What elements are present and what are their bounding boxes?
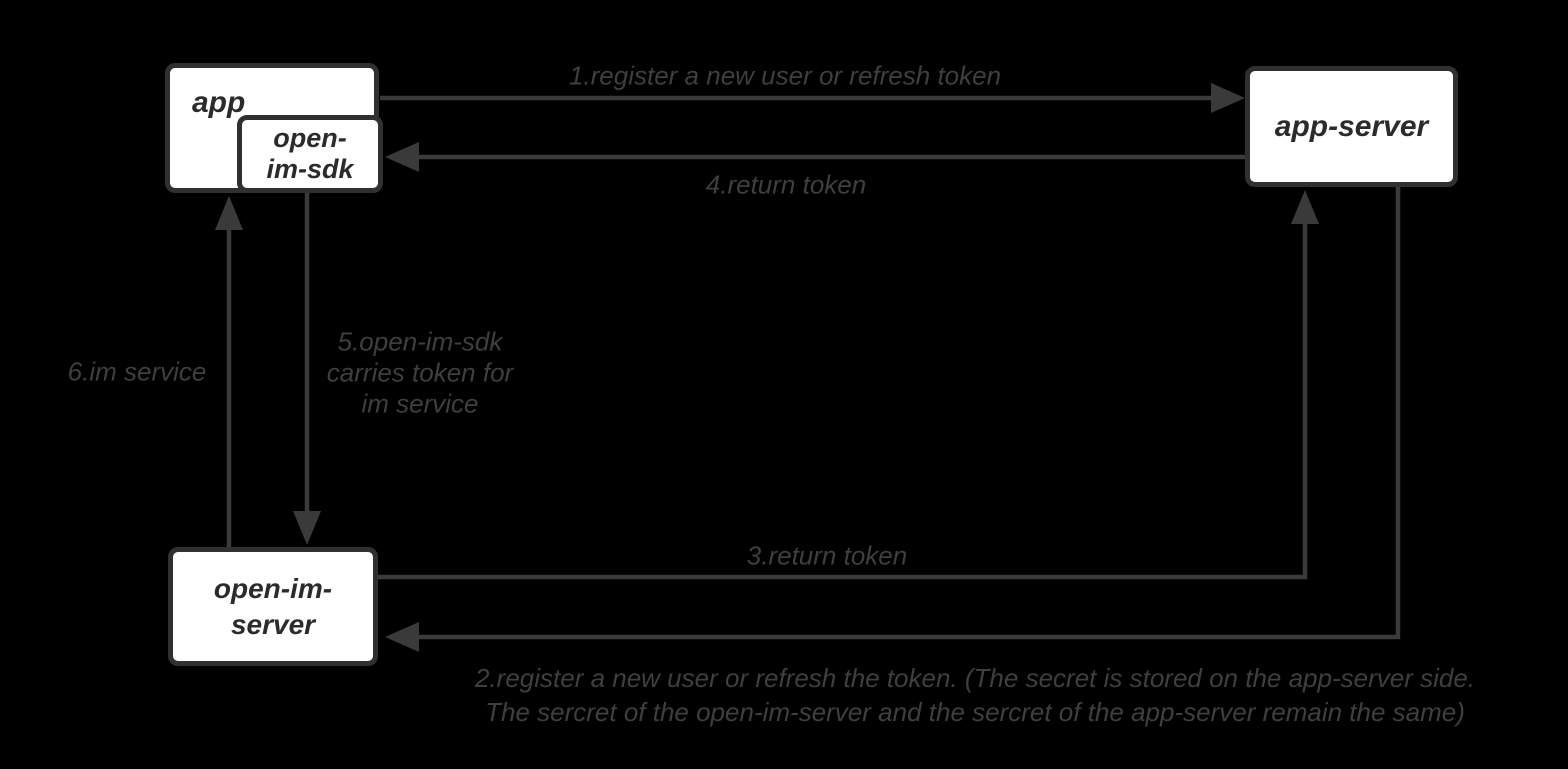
node-app-label: app	[192, 86, 246, 119]
edge-2-arrowhead-left-icon	[385, 622, 419, 652]
edge-5-arrowhead-down-icon	[293, 511, 321, 545]
edge-5-label-line2: carries token for	[326, 357, 514, 388]
node-app-server: app-server	[1245, 66, 1458, 187]
edge-4-arrowhead-left-icon	[385, 142, 419, 172]
edge-5-label-line3: im service	[361, 388, 479, 419]
node-open-im-server-label-line2: server	[230, 608, 316, 640]
edge-carries-token	[293, 192, 321, 545]
edge-2-label: 2.register a new user or refresh the tok…	[475, 661, 1475, 729]
node-open-im-server: open-im- server	[168, 547, 378, 666]
edge-1-label: 1.register a new user or refresh token	[568, 60, 1002, 91]
edge-5-label: 5.open-im-sdk carries token for im servi…	[327, 327, 513, 420]
edge-1-arrowhead-right-icon	[1211, 83, 1245, 113]
edge-6-label: 6.im service	[67, 356, 207, 387]
edge-4-label: 4.return token	[705, 169, 867, 200]
edge-2-label-line1: 2.register a new user or refresh the tok…	[474, 663, 1476, 693]
edge-return-token-to-sdk	[385, 142, 1245, 172]
edge-2-line	[417, 187, 1401, 640]
edge-return-token-to-app-server	[377, 190, 1319, 580]
node-open-im-sdk-label-line1: open-	[273, 123, 347, 153]
edge-3-label: 3.return token	[746, 540, 908, 571]
edge-3-arrowhead-up-icon	[1291, 190, 1319, 224]
node-open-im-sdk-label-line2: im-sdk	[266, 154, 354, 184]
node-open-im-sdk: open- im-sdk	[237, 115, 383, 193]
edge-2-label-line2: The sercret of the open-im-server and th…	[485, 697, 1465, 727]
edge-3-line	[377, 222, 1308, 580]
node-app-server-label: app-server	[1274, 109, 1429, 143]
edge-register-to-open-im-server	[385, 187, 1401, 652]
edge-5-label-line1: 5.open-im-sdk	[337, 326, 503, 357]
edge-6-arrowhead-up-icon	[215, 196, 243, 230]
node-open-im-server-label-line1: open-im-	[213, 572, 333, 604]
edge-register-new-user	[380, 83, 1245, 113]
edge-im-service	[215, 196, 243, 548]
